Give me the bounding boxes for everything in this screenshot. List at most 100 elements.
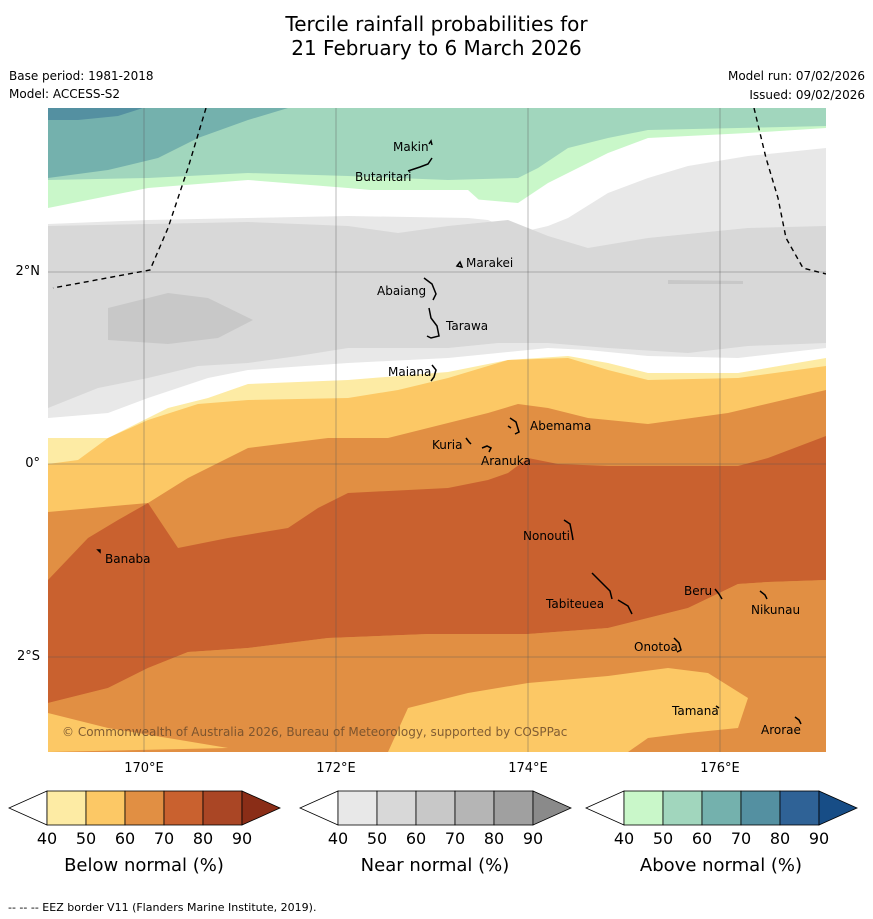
- forecast-map: Makin Butaritari Marakei Abaiang Tarawa …: [48, 108, 826, 752]
- base-period: Base period: 1981-2018: [9, 69, 154, 83]
- near-tick-40: 40: [327, 829, 349, 848]
- copyright-notice: © Commonwealth of Australia 2026, Bureau…: [62, 725, 567, 739]
- above-tick-80: 80: [769, 829, 791, 848]
- island-kuria: [465, 437, 472, 445]
- lat-label-2n: 2°N: [15, 264, 41, 279]
- label-nonouti: Nonouti: [523, 529, 570, 543]
- below-60-south-b: [48, 713, 228, 752]
- label-nikunau: Nikunau: [751, 603, 800, 617]
- label-makin: Makin: [393, 140, 429, 154]
- below-swatch-4: [163, 790, 204, 826]
- island-abemama: [507, 417, 520, 435]
- label-marakei: Marakei: [466, 256, 513, 270]
- above-80-region: [48, 108, 143, 120]
- colorbar-near: [299, 790, 572, 826]
- label-banaba: Banaba: [105, 552, 151, 566]
- label-tamana: Tamana: [671, 704, 719, 718]
- colorbar-below: [8, 790, 281, 826]
- colorbar-above: [585, 790, 858, 826]
- near-swatch-3: [415, 790, 456, 826]
- near-extend-low: [299, 790, 339, 826]
- above-tick-40: 40: [613, 829, 635, 848]
- eez-footnote: -- -- -- EEZ border V11 (Flanders Marine…: [8, 901, 317, 914]
- below-swatch-1: [46, 790, 87, 826]
- below-swatch-3: [124, 790, 165, 826]
- above-tick-50: 50: [652, 829, 674, 848]
- island-butaritari: [407, 157, 433, 172]
- below-swatch-5: [202, 790, 243, 826]
- label-arorae: Arorae: [761, 723, 801, 737]
- below-normal-title: Below normal (%): [64, 855, 224, 876]
- near-swatch-1: [337, 790, 378, 826]
- lon-label-172e: 172°E: [316, 761, 356, 776]
- below-tick-40: 40: [36, 829, 58, 848]
- near-normal-title: Near normal (%): [360, 855, 510, 876]
- island-maiana: [430, 364, 437, 382]
- below-60-south-a: [388, 668, 748, 752]
- label-tabiteuea: Tabiteuea: [545, 597, 604, 611]
- below-80-region: [48, 436, 826, 703]
- colorbars: [8, 790, 858, 826]
- lon-label-170e: 170°E: [124, 761, 164, 776]
- above-tick-60: 60: [691, 829, 713, 848]
- label-maiana: Maiana: [388, 365, 431, 379]
- above-normal-title: Above normal (%): [639, 855, 803, 876]
- above-swatch-5: [779, 790, 820, 826]
- above-70-region: [48, 108, 288, 178]
- near-tick-60: 60: [405, 829, 427, 848]
- above-swatch-1: [623, 790, 664, 826]
- below-tick-60: 60: [114, 829, 136, 848]
- eez-border-east: [753, 108, 826, 275]
- lon-label-174e: 174°E: [508, 761, 548, 776]
- lat-label-0: 0°: [25, 456, 40, 471]
- below-tick-50: 50: [75, 829, 97, 848]
- near-tick-80: 80: [483, 829, 505, 848]
- island-arorae: [794, 716, 802, 725]
- below-tick-70: 70: [153, 829, 175, 848]
- near-60-region: [48, 220, 826, 408]
- island-nonouti: [563, 519, 574, 541]
- below-tick-80: 80: [192, 829, 214, 848]
- lon-label-176e: 176°E: [700, 761, 740, 776]
- above-extend-high: [818, 790, 858, 826]
- above-swatch-3: [701, 790, 742, 826]
- lat-label-2s: 2°S: [16, 649, 40, 664]
- island-tabiteuea: [591, 572, 633, 615]
- above-tick-70: 70: [730, 829, 752, 848]
- island-banaba: [96, 549, 101, 554]
- issued-date: Issued: 09/02/2026: [749, 88, 865, 102]
- below-extend-low: [8, 790, 48, 826]
- below-swatch-2: [85, 790, 126, 826]
- above-extend-low: [585, 790, 625, 826]
- island-aranuka: [481, 445, 493, 453]
- near-swatch-4: [454, 790, 495, 826]
- label-butaritari: Butaritari: [355, 170, 412, 184]
- near-extend-high: [532, 790, 572, 826]
- near-70-strip: [668, 280, 743, 284]
- near-tick-90: 90: [522, 829, 544, 848]
- label-kuria: Kuria: [432, 438, 463, 452]
- near-tick-50: 50: [366, 829, 388, 848]
- label-abaiang: Abaiang: [377, 284, 426, 298]
- label-onotoa: Onotoa: [634, 640, 678, 654]
- island-marakei: [455, 260, 464, 269]
- above-swatch-2: [662, 790, 703, 826]
- model-name: Model: ACCESS-S2: [9, 87, 121, 101]
- near-swatch-2: [376, 790, 417, 826]
- title-line-1: Tercile rainfall probabilities for: [285, 12, 588, 36]
- above-60-region: [48, 108, 826, 180]
- island-nikunau: [759, 590, 768, 600]
- label-aranuka: Aranuka: [481, 454, 531, 468]
- island-tamana: [715, 705, 720, 709]
- near-swatch-5: [493, 790, 534, 826]
- label-beru: Beru: [684, 584, 712, 598]
- title-line-2: 21 February to 6 March 2026: [291, 36, 582, 60]
- island-makin: [428, 139, 433, 146]
- model-run: Model run: 07/02/2026: [727, 69, 865, 83]
- below-extend-high: [241, 790, 281, 826]
- island-abaiang: [423, 277, 437, 301]
- below-tick-90: 90: [231, 829, 253, 848]
- label-abemama: Abemama: [530, 419, 591, 433]
- island-beru: [714, 588, 723, 600]
- above-tick-90: 90: [808, 829, 830, 848]
